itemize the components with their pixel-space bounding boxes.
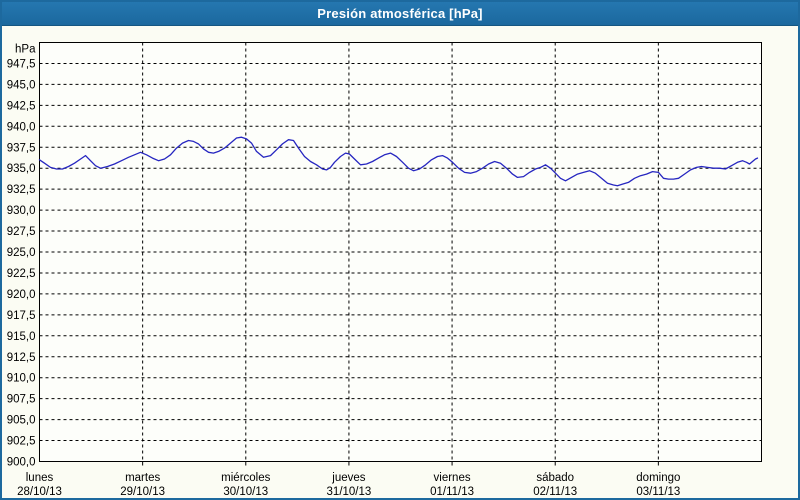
pressure-chart-canvas: 947,5 945,0 942,5 940,0 937,5 935,0 932,5 930,0… [7,42,762,498]
pressure-series-line [38,136,759,187]
day-name-label: jueves [331,472,365,484]
title-bar: Presión atmosférica [hPa] [2,2,798,26]
y-tick-label: 937,5 [7,142,36,154]
y-tick-label: 912,5 [7,352,36,364]
day-name-label: lunes [26,472,54,484]
day-name-label: martes [125,472,160,484]
day-date-label: 31/10/13 [327,486,372,498]
y-tick-label: 907,5 [7,394,36,406]
day-date-label: 01/11/13 [430,486,474,498]
day-date-label: 29/10/13 [120,486,165,498]
y-tick-label: 927,5 [7,226,36,238]
y-tick-label: 917,5 [7,310,36,322]
day-name-label: viernes [434,472,471,484]
y-tick-label: 900,0 [7,457,36,469]
day-date-label: 02/11/13 [533,486,577,498]
y-tick-label: 942,5 [7,100,36,112]
y-tick-label: 902,5 [7,436,36,448]
day-name-label: sábado [536,472,574,484]
day-name-label: domingo [636,472,680,484]
y-tick-label: 905,0 [7,415,36,427]
y-tick-label: 922,5 [7,268,36,280]
y-tick-label: 945,0 [7,79,36,91]
plot-border [39,42,762,462]
day-date-label: 30/10/13 [223,486,268,498]
y-tick-label: 910,0 [7,373,36,385]
y-tick-label: 935,0 [7,163,36,175]
y-tick-label: 925,0 [7,247,36,259]
chart-title: Presión atmosférica [hPa] [317,6,483,21]
y-tick-label: 940,0 [7,121,36,133]
y-tick-label: 947,5 [7,58,36,70]
y-tick-label: 932,5 [7,184,36,196]
y-tick-label: 920,0 [7,289,36,301]
y-axis-unit-label: hPa [15,44,36,56]
day-date-label: 28/10/13 [17,486,62,498]
y-tick-label: 915,0 [7,331,36,343]
day-date-label: 03/11/13 [636,486,680,498]
day-name-label: miércoles [221,472,270,484]
y-tick-label: 930,0 [7,205,36,217]
